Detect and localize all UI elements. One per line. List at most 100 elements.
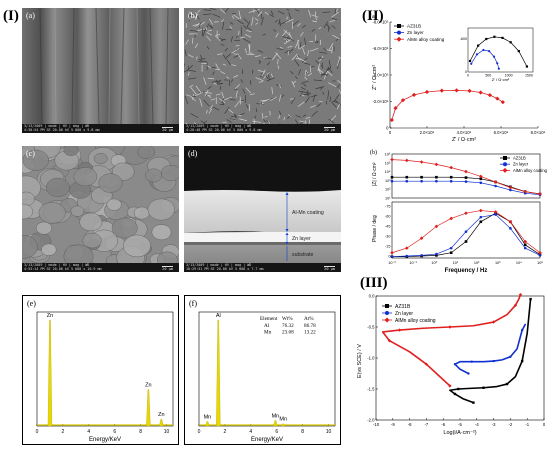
data-point: [523, 243, 527, 247]
legend-label: AlMn alloy coating: [407, 37, 445, 42]
y-tick-label: 0: [388, 255, 390, 259]
sem-flake: [264, 11, 270, 16]
data-point: [453, 363, 457, 366]
sem-flake: [235, 90, 238, 98]
data-point: [495, 96, 500, 101]
data-point: [491, 320, 496, 324]
sem-flake: [285, 18, 294, 23]
sem-flake: [198, 22, 202, 29]
sem-flake: [232, 15, 234, 19]
data-point: [509, 188, 512, 192]
sem-flake: [196, 15, 200, 20]
eds-peak-label: Zn: [158, 412, 164, 418]
panel-label-d: (d): [188, 149, 198, 158]
sem-flake: [328, 118, 335, 124]
eds-peak-label: Al: [216, 313, 221, 319]
sem-flake: [275, 84, 282, 87]
sem-flake: [203, 9, 212, 11]
sem-grain: [63, 146, 79, 156]
sem-flake: [294, 59, 300, 67]
sem-flake: [266, 61, 271, 66]
sem-flake: [235, 44, 240, 47]
sem-flake: [332, 34, 340, 40]
sem-flake: [278, 18, 281, 25]
sem-flake: [321, 62, 324, 67]
sem-flake: [278, 110, 282, 115]
x-tick-label: -3: [492, 422, 496, 427]
y-tick-label: 10²: [385, 188, 391, 192]
sem-flake: [294, 9, 300, 12]
sem-flake: [279, 46, 284, 49]
series-line: [454, 323, 527, 375]
sem-flake: [337, 84, 340, 88]
bode-plot: (b) 10⁶ 10⁵ 10⁴ 10³ 10² 10¹ -75 -60 -45 -30 -15 0 10⁻…: [370, 149, 548, 274]
sem-flake: [288, 114, 292, 118]
y-tick-label: -30: [385, 235, 391, 239]
sem-flake: [275, 52, 282, 59]
sem-flake: [188, 77, 197, 80]
sem-flake: [304, 76, 308, 80]
data-point: [384, 317, 390, 323]
sem-flake: [307, 49, 310, 56]
data-point: [479, 220, 483, 224]
data-point: [464, 211, 468, 215]
sem-image-d: Al-Mn coating Zn layer substrate (d) 3/1…: [184, 146, 341, 272]
data-point: [448, 384, 452, 388]
panel-label-e: (e): [27, 299, 36, 308]
sem-flake: [184, 69, 188, 73]
x-axis-label: Frequency / Hz: [445, 268, 488, 274]
sem-flake: [195, 91, 204, 96]
panel-label-a: (a): [26, 11, 35, 20]
data-point: [470, 360, 473, 363]
data-point: [508, 219, 513, 224]
sem-flake: [206, 109, 208, 114]
eds-spectrum-f: 0 2 4 6 8 10 Energy/KeV Mn Al Mn Mn Element Wt% At% Al…: [184, 295, 341, 445]
sem-flake: [291, 80, 296, 88]
sem-texture-a: [22, 8, 179, 125]
eds-peak: [47, 319, 53, 427]
sem-flake: [311, 14, 319, 18]
sem-flake: [277, 58, 279, 65]
eds-table-header: Wt%: [282, 316, 293, 322]
sem-flake: [204, 89, 209, 97]
sem-flake: [189, 12, 191, 22]
data-point: [523, 246, 527, 250]
x-tick-label: 10⁵: [537, 261, 543, 265]
data-point: [500, 100, 505, 105]
sem-flake: [196, 56, 198, 60]
sem-flake: [326, 70, 333, 77]
sem-flake: [203, 99, 210, 107]
sem-flake: [303, 37, 307, 45]
y-tick-label: -1.5: [367, 387, 375, 392]
sem-flake: [240, 36, 246, 39]
sem-flake: [292, 20, 299, 26]
sem-flake: [315, 60, 320, 65]
sem-flake: [254, 55, 261, 57]
sem-flake: [222, 63, 227, 66]
y-tick-label: -15: [385, 245, 391, 249]
y-tick-label: 0: [386, 126, 389, 131]
sem-flake: [335, 100, 341, 106]
data-point: [397, 30, 401, 35]
sem-flake: [254, 18, 259, 22]
sem-flake: [305, 96, 311, 104]
sem-grain: [41, 243, 57, 256]
sem-grain: [70, 205, 85, 217]
chart-label: (a): [370, 13, 377, 20]
sem-flake: [204, 23, 210, 31]
data-point: [411, 92, 417, 97]
sem-flake: [234, 114, 237, 119]
sem-flake: [305, 116, 311, 119]
sem-flake: [303, 62, 311, 65]
panel-label-f: (f): [189, 299, 197, 308]
sem-grain: [22, 235, 38, 259]
data-point: [390, 175, 394, 179]
sem-flake: [289, 70, 294, 75]
sem-flake: [207, 77, 215, 80]
sem-flake: [318, 27, 322, 30]
legend-label: AZ31B: [407, 24, 421, 29]
sem-flake: [302, 93, 312, 96]
sem-flake: [298, 90, 306, 93]
sem-flake: [235, 34, 241, 38]
sem-flake: [202, 31, 205, 37]
